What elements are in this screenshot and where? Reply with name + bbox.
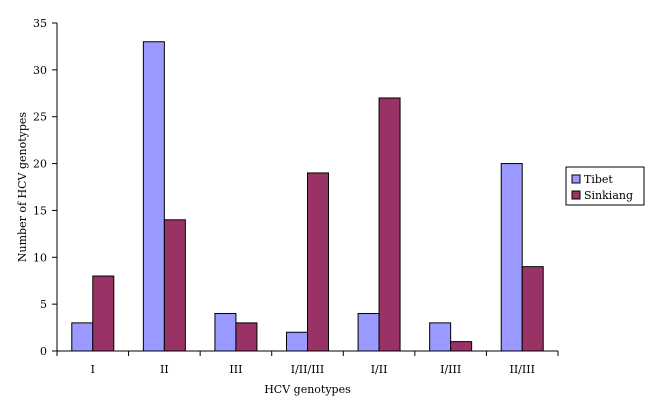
y-tick-label: 35 — [33, 17, 47, 30]
bar-tibet-i — [71, 322, 94, 352]
x-tick-label: II — [160, 363, 169, 376]
y-tick-label: 0 — [40, 345, 47, 358]
bar-tibet-ii-iii — [500, 163, 523, 352]
bar-sinkiang-i-iii — [450, 341, 473, 352]
bar-sinkiang-ii — [163, 219, 186, 352]
y-tick-labels: 0 5 10 15 20 25 30 35 — [33, 17, 47, 358]
axes — [52, 22, 559, 356]
bar-tibet-i-ii — [357, 313, 380, 352]
x-tick-labels: I II III I/II/III I/II I/III II/III — [91, 363, 535, 376]
bar-tibet-iii — [214, 313, 237, 352]
x-axis-label: HCV genotypes — [264, 383, 351, 396]
x-tick-label: I — [91, 363, 95, 376]
x-tick-label: I/II — [371, 363, 388, 376]
y-tick-label: 20 — [33, 158, 47, 171]
bar-sinkiang-i — [92, 275, 115, 352]
bar-tibet-ii — [142, 41, 165, 352]
bar-sinkiang-i-ii-iii — [307, 172, 329, 352]
legend-swatch-tibet — [571, 174, 581, 184]
legend-label-sinkiang: Sinkiang — [584, 189, 633, 202]
x-tick-label: II/III — [509, 363, 534, 376]
y-tick-label: 5 — [40, 298, 47, 311]
x-tick-label: III — [229, 363, 242, 376]
y-tick-label: 10 — [33, 251, 47, 264]
bar-sinkiang-i-ii — [378, 97, 401, 352]
y-tick-label: 25 — [33, 111, 47, 124]
bar-sinkiang-iii — [235, 322, 258, 352]
x-tick-label: I/III — [440, 363, 461, 376]
bar-sinkiang-ii-iii — [521, 266, 544, 352]
y-axis-label: Number of HCV genotypes — [16, 112, 29, 263]
legend-swatch-sinkiang — [571, 190, 581, 200]
bar-tibet-i-ii-iii — [286, 331, 308, 352]
x-tick-label: I/II/III — [291, 363, 324, 376]
y-tick-label: 30 — [33, 64, 47, 77]
bars — [71, 41, 544, 352]
legend-label-tibet: Tibet — [584, 173, 613, 186]
y-tick-label: 15 — [33, 204, 47, 217]
bar-tibet-i-iii — [429, 322, 452, 352]
legend: Tibet Sinkiang — [565, 166, 645, 206]
